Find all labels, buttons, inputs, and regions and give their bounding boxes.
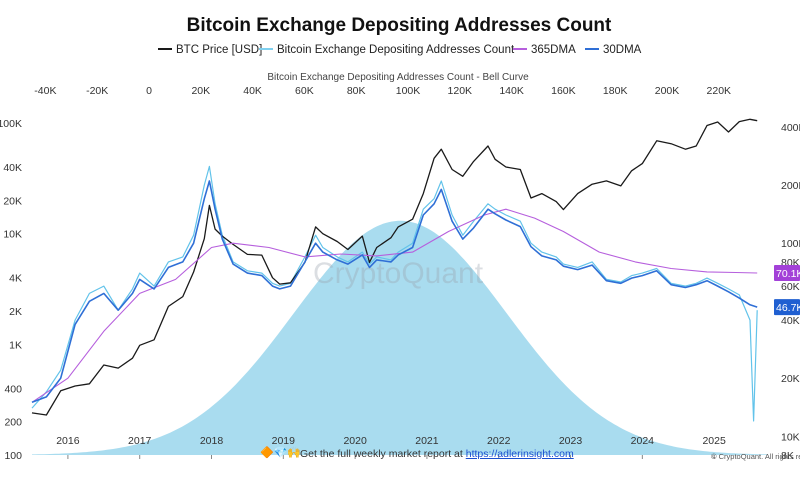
- footer-text: Get the full weekly market report at: [300, 448, 463, 460]
- left-tick: 1K: [9, 339, 22, 351]
- watermark: CryptoQuant: [313, 257, 484, 290]
- left-tick: 400: [4, 383, 22, 395]
- value-badges: 70.1K 46.7K: [774, 265, 800, 316]
- right-tick: 200K: [781, 180, 800, 192]
- legend-label: BTC Price [USD]: [176, 44, 262, 56]
- right-tick: 100K: [781, 238, 800, 250]
- series-line-btc-price-usd-: [31, 118, 758, 416]
- x-tick: 2022: [487, 435, 511, 447]
- right-tick: 10K: [781, 431, 800, 443]
- x-tick: 2023: [559, 435, 583, 447]
- legend-label: Bitcoin Exchange Depositing Addresses Co…: [277, 44, 515, 56]
- top-tick: 220K: [707, 85, 732, 97]
- copyright: © CryptoQuant. All rights res: [711, 452, 800, 461]
- x-tick: 2019: [272, 435, 296, 447]
- right-tick: 8K: [781, 450, 794, 462]
- legend-label: 30DMA: [603, 44, 642, 56]
- value-badge-bg: [774, 265, 800, 282]
- x-tick: 2016: [56, 435, 80, 447]
- chart-title: Bitcoin Exchange Depositing Addresses Co…: [187, 15, 612, 36]
- left-tick: 40K: [3, 162, 22, 174]
- series-line-365dma: [31, 208, 758, 403]
- diamond-icon: 🔶💎🙌: [260, 447, 302, 459]
- top-tick: 40K: [243, 85, 262, 97]
- top-tick: 120K: [448, 85, 473, 97]
- legend-item: 365DMA: [513, 44, 576, 56]
- value-badge-bg: [774, 299, 800, 316]
- x-tick: 2020: [343, 435, 367, 447]
- top-tick: 0: [146, 85, 152, 97]
- top-tick: -40K: [34, 85, 56, 97]
- legend: BTC Price [USD] Bitcoin Exchange Depositi…: [158, 44, 642, 56]
- series-line-bitcoin-exchange-depositing-addresses-count: [31, 165, 758, 422]
- value-badge: 70.1K: [774, 265, 800, 282]
- legend-item: BTC Price [USD]: [158, 44, 262, 56]
- x-tick: 2018: [200, 435, 224, 447]
- footer-link[interactable]: https://adlerinsight.com: [465, 448, 574, 460]
- left-tick: 100: [4, 450, 22, 462]
- left-axis: 100 200 400 1K 2K 4K 10K 20K 40K 100K: [0, 118, 22, 462]
- top-tick: 60K: [295, 85, 314, 97]
- x-axis: 2016 2017 2018 2019 2020 2021 2022 2023 2024 2025: [56, 435, 726, 459]
- top-tick: 160K: [551, 85, 576, 97]
- top-axis-title: Bitcoin Exchange Depositing Addresses Co…: [267, 72, 529, 83]
- right-tick: 60K: [781, 281, 800, 293]
- right-tick: 400K: [781, 122, 800, 134]
- left-tick: 4K: [9, 273, 22, 285]
- x-tick: 2025: [702, 435, 726, 447]
- top-tick: -20K: [86, 85, 108, 97]
- left-tick: 10K: [3, 229, 22, 241]
- value-badge: 46.7K: [774, 299, 800, 316]
- top-tick: 20K: [191, 85, 210, 97]
- top-tick: 200K: [655, 85, 680, 97]
- right-tick: 40K: [781, 315, 800, 327]
- series-line-30dma: [31, 180, 758, 404]
- top-tick: 100K: [396, 85, 421, 97]
- top-axis: -40K -20K 0 20K 40K 60K 80K 100K 120K 140K 160K 180…: [34, 85, 731, 97]
- legend-item: 30DMA: [585, 44, 642, 56]
- top-tick: 180K: [603, 85, 628, 97]
- x-tick: 2024: [631, 435, 655, 447]
- legend-label: 365DMA: [531, 44, 576, 56]
- top-tick: 140K: [499, 85, 524, 97]
- left-tick: 2K: [9, 306, 22, 318]
- x-tick: 2021: [415, 435, 439, 447]
- value-badge-label: 46.7K: [776, 302, 800, 314]
- legend-item: Bitcoin Exchange Depositing Addresses Co…: [259, 44, 515, 56]
- left-tick: 100K: [0, 118, 22, 130]
- value-badge-label: 70.1K: [776, 268, 800, 280]
- right-axis: 8K10K20K40K60K80K100K200K400K: [781, 122, 800, 462]
- top-tick: 80K: [347, 85, 366, 97]
- left-tick: 200: [4, 417, 22, 429]
- right-tick: 20K: [781, 373, 800, 385]
- left-tick: 20K: [3, 195, 22, 207]
- bell-curve: [32, 220, 768, 455]
- x-tick: 2017: [128, 435, 152, 447]
- plot-area: CryptoQuant: [31, 118, 768, 455]
- footer-note: Get the full weekly market report at htt…: [300, 448, 574, 460]
